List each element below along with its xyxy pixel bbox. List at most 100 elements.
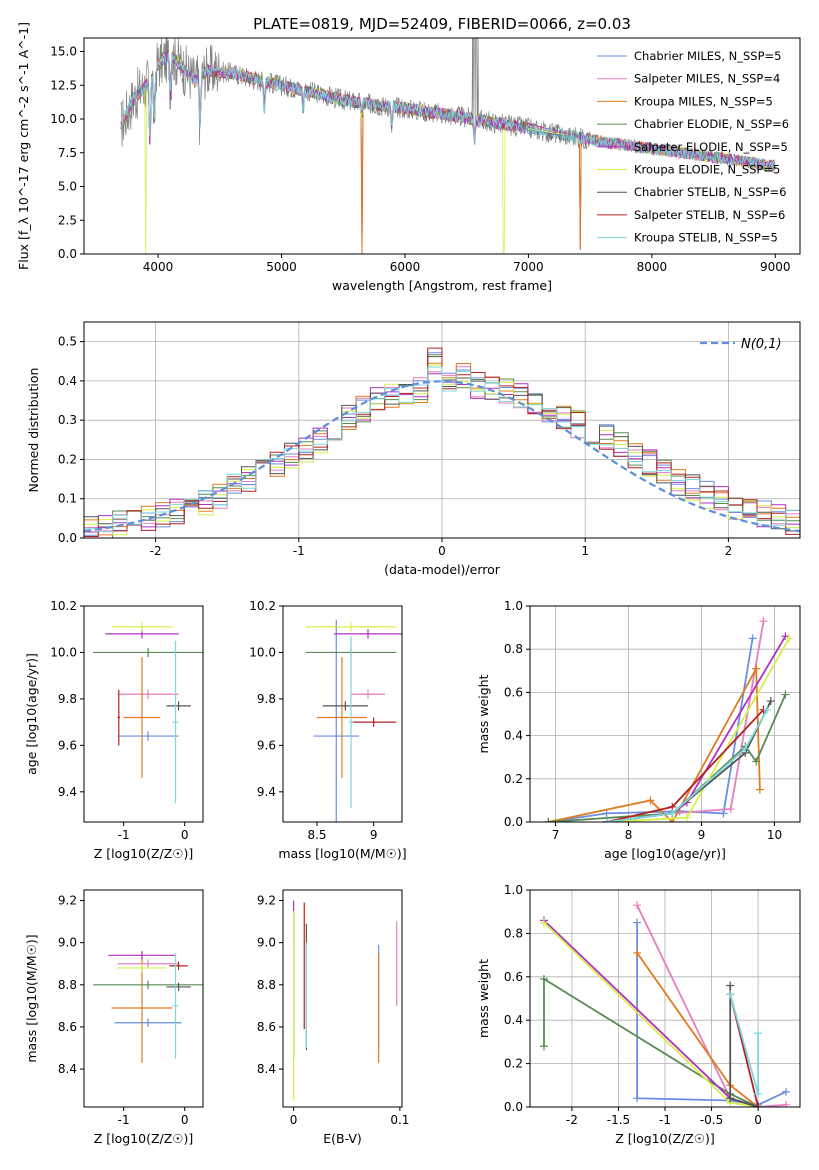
y-tick-label: 0.2 (504, 1057, 523, 1071)
kroupa_miles-marker (755, 785, 764, 794)
x-tick-label: 0 (181, 1113, 189, 1127)
x-tick-label: 0 (181, 828, 189, 842)
kroupa_stelib-marker (726, 990, 735, 999)
y-axis-label: Normed distribution (26, 368, 41, 493)
mass_vs_ebv-plot-area (293, 900, 398, 1101)
chabrier_stelib-marker (726, 1094, 735, 1103)
chabrier_miles-marker (748, 634, 757, 643)
y-tick-label: 9.6 (257, 738, 276, 752)
mass_vs_Z-plot-area (93, 951, 203, 1063)
y-tick-label: 0.0 (58, 531, 77, 545)
y-tick-label: 12.5 (50, 78, 77, 92)
y-tick-label: 0.0 (504, 1100, 523, 1114)
legend-label: Kroupa STELIB, N_SSP=5 (634, 231, 778, 245)
y-tick-label: 0.6 (504, 970, 523, 984)
x-tick-label: 0.1 (390, 1113, 409, 1127)
y-tick-label: 10.0 (249, 645, 276, 659)
y-tick-label: 10.2 (249, 599, 276, 613)
x-tick-label: 9000 (760, 260, 791, 274)
x-tick-label: -1 (118, 828, 130, 842)
x-tick-label: -0.5 (700, 1113, 723, 1127)
chabrier_elodie-marker (752, 757, 761, 766)
y-tick-label: 9.4 (257, 785, 276, 799)
x-axis-label: wavelength [Angstrom, rest frame] (332, 278, 552, 293)
y-tick-label: 0.2 (58, 452, 77, 466)
legend-label: Kroupa ELODIE, N_SSP=5 (634, 163, 780, 177)
y-tick-label: 5.0 (58, 180, 77, 194)
kroupa_stelib-weight-line (729, 993, 759, 1095)
y-tick-label: 0.3 (58, 413, 77, 427)
y-tick-label: 10.2 (50, 599, 77, 613)
gaussian-curve (84, 380, 800, 533)
chabrier_elodie-marker (544, 818, 553, 822)
y-tick-label: 0.4 (504, 729, 523, 743)
legend-gaussian-label: N(0,1) (741, 337, 782, 352)
x-tick-label: 4000 (143, 260, 174, 274)
y-tick-label: 8.6 (257, 1020, 276, 1034)
y-tick-label: 9.6 (58, 738, 77, 752)
kroupa_stelib-marker (763, 705, 772, 714)
axes-frame (529, 605, 801, 823)
x-tick-label: 7000 (513, 260, 544, 274)
kroupa_stelib-marker (602, 818, 611, 822)
y-tick-label: 0.2 (504, 772, 523, 786)
legend-label: Chabrier ELODIE, N_SSP=6 (634, 117, 789, 131)
y-tick-label: 1.0 (504, 599, 523, 613)
y-tick-label: 15.0 (50, 45, 77, 59)
y-tick-label: 0.8 (504, 926, 523, 940)
x-axis-label: Z [log10(Z/Z☉)] (94, 1131, 194, 1146)
x-axis-label: Z [log10(Z/Z☉)] (615, 1131, 715, 1146)
axes-frame (282, 605, 403, 823)
y-tick-label: 0.0 (58, 247, 77, 261)
axes-frame (282, 889, 403, 1108)
spectrum-plot-area (120, 38, 776, 254)
y-tick-label: 0.5 (58, 335, 77, 349)
y-tick-label: 2.5 (58, 213, 77, 227)
y-tick-label: 9.2 (257, 894, 276, 908)
kroupa_stelib-weight-line (606, 709, 768, 822)
x-tick-label: -1 (659, 1113, 671, 1127)
legend-label: Salpeter STELIB, N_SSP=6 (634, 208, 785, 222)
kroupa_stelib-marker (754, 1029, 763, 1038)
chabrier_miles-marker (633, 918, 642, 927)
y-tick-label: 9.8 (58, 692, 77, 706)
x-tick-label: 2 (725, 544, 733, 558)
kroupa_stelib-marker (754, 1089, 763, 1098)
x-tick-label: -1.5 (607, 1113, 630, 1127)
salpeter_miles-marker (726, 805, 735, 814)
kroupa_miles-weight-line (548, 665, 761, 822)
y-tick-label: 8.6 (58, 1020, 77, 1034)
chabrier_miles-marker (633, 1094, 642, 1103)
chart-title: PLATE=0819, MJD=52409, FIBERID=0066, z=0… (253, 15, 631, 33)
chabrier_elodie-weight-line (543, 977, 759, 1107)
residuals-plot-area (84, 322, 800, 538)
weight_vs_Z-plot-area (530, 890, 800, 1107)
axes-frame (83, 605, 204, 823)
x-axis-label: Z [log10(Z/Z☉)] (94, 846, 194, 861)
y-tick-label: 9.2 (58, 894, 77, 908)
chabrier_miles-marker (719, 809, 728, 818)
kroupa_stelib-marker (668, 809, 677, 818)
y-tick-label: 0.6 (504, 685, 523, 699)
chabrier_elodie-weight-line (548, 694, 787, 822)
chabrier_stelib-marker (766, 697, 775, 706)
x-tick-label: 5000 (266, 260, 297, 274)
x-tick-label: -2 (566, 1113, 578, 1127)
x-tick-label: 8.5 (307, 828, 326, 842)
x-tick-label: 8 (625, 828, 633, 842)
x-tick-label: 8000 (637, 260, 668, 274)
x-tick-label: -2 (150, 544, 162, 558)
y-tick-label: 1.0 (504, 883, 523, 897)
kroupa_miles-marker (633, 948, 642, 957)
axes-frame (83, 37, 801, 255)
y-tick-label: 8.8 (257, 978, 276, 992)
x-tick-label: 0 (438, 544, 446, 558)
salpeter_miles-marker (759, 617, 768, 626)
y-tick-label: 8.8 (58, 978, 77, 992)
kroupa_miles-marker (646, 796, 655, 805)
y-tick-label: 10.0 (50, 645, 77, 659)
y-axis-label: Flux [f_λ 10^-17 erg cm^-2 s^-1 A^-1] (16, 22, 31, 270)
chabrier_miles-marker (602, 809, 611, 818)
x-axis-label: (data-model)/error (384, 562, 501, 577)
